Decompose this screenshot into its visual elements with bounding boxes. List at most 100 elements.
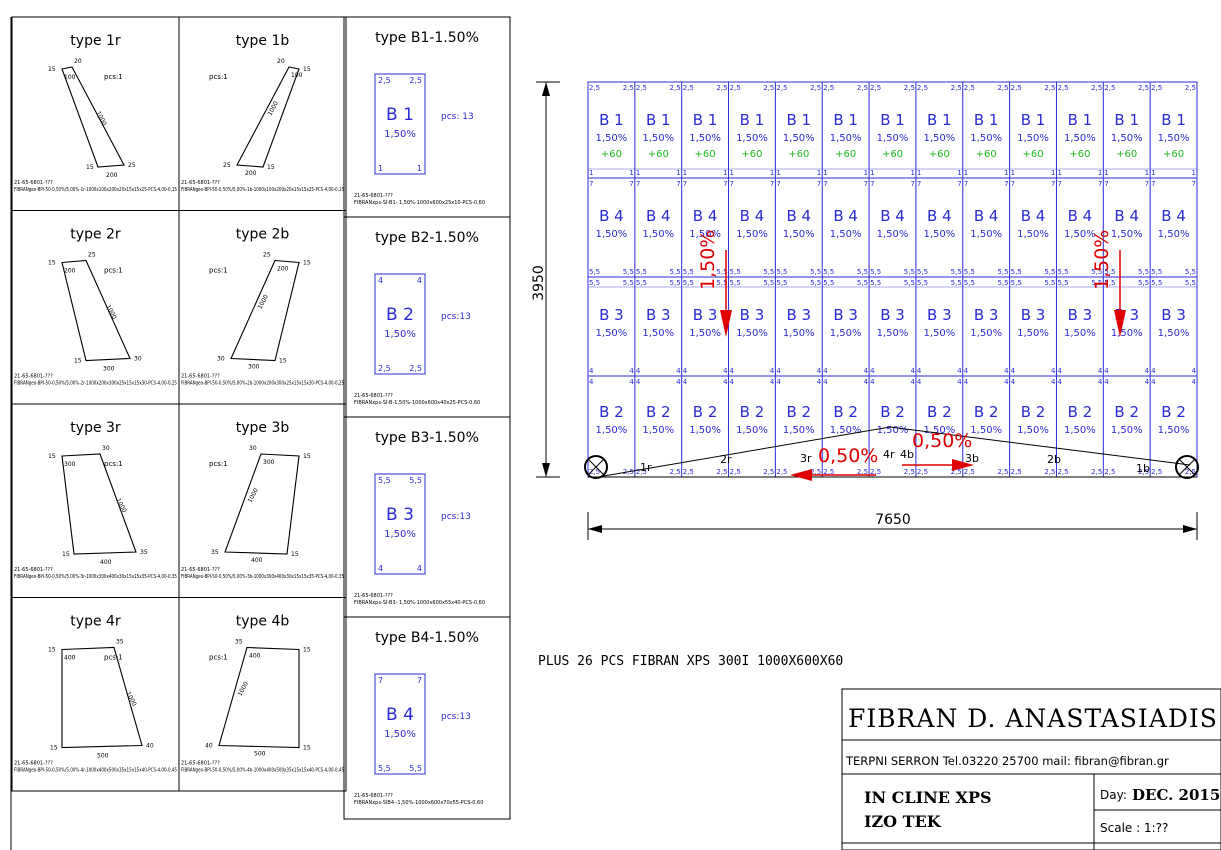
plan-board-B3: 5,5 5,5 4 4 B 3 1,50% — [636, 279, 681, 375]
drain-outer-circle — [584, 455, 608, 479]
height-dimension-value: 3950 — [531, 265, 547, 301]
plan-board-B2: 4 42,5 2,5B 21,50% — [589, 378, 634, 476]
plan-board-corner-bottom-left: 5,5 — [683, 268, 694, 276]
dim-top-right: 15 — [303, 453, 311, 460]
plan-board-name: B 2 — [833, 403, 858, 421]
plan-board-corner-top-left: 5,5 — [870, 279, 881, 287]
plan-board-name: B 3 — [787, 306, 812, 324]
plan-board-name: B 3 — [880, 306, 905, 324]
plan-board-corner-bottom-right: 4 — [629, 367, 634, 375]
plan-board-slope: 1,50% — [1111, 425, 1143, 436]
plan-board-corner-bottom-right: 4 — [723, 367, 728, 375]
plan-board-corner-bottom-left: 5,5 — [1011, 268, 1022, 276]
wedge-type-label-3r: 3r — [800, 452, 812, 465]
plan-board-B2: 4 42,5 2,5B 21,50% — [1151, 378, 1196, 476]
plan-board-corner-bottom-right: 4 — [1145, 367, 1150, 375]
plus-pieces-note: PLUS 26 PCS FIBRAN XPS 300I 1000X600X60 — [538, 654, 843, 669]
pcs-label: pcs:1 — [209, 654, 228, 662]
plan-board-corner-bottom-right: 5,5 — [810, 268, 821, 276]
dim-bottom-width: 200 — [106, 172, 118, 179]
plan-board-B2: 4 42,5 2,5B 21,50% — [1057, 378, 1102, 476]
plan-board-extra-thickness: +60 — [601, 149, 622, 160]
product-code-line-2: FIBRANgeo-BPI-50-0,50%/5,00%-3b-1000x300… — [181, 574, 344, 580]
b-type-cell-B4: type B4-1.50% 7 7 5,5 5,5 B 4 1,50% pcs:13 21-65… — [343, 616, 511, 820]
type-cell-title: type 2b — [236, 227, 290, 243]
plan-board-B4: 7 7 5,5 5,5 B 4 1,50% — [1151, 180, 1196, 276]
plan-board-corner-top-right: 4 — [864, 378, 869, 386]
dim-top-width: 400 — [64, 655, 76, 662]
plan-board-corner-top-right: 2,5 — [1044, 84, 1055, 92]
wedge-type-label-2r: 2r — [720, 453, 732, 466]
plan-board-slope: 1,50% — [1111, 229, 1143, 240]
plan-board-slope: 1,50% — [970, 328, 1002, 339]
type-cell-title: type 2r — [70, 227, 121, 243]
type-cell-type-4r: type 4r 15 400 35 1000 15 500 40 pcs:1 21-65-6801… — [11, 597, 180, 792]
pcs-label: pcs:1 — [209, 267, 228, 275]
plan-board-corner-bottom-left: 4 — [823, 367, 828, 375]
plan-board-B1: 2,5 2,5 1 1 B 1 1,50% +60 — [1011, 84, 1056, 177]
plan-board-corner-bottom-right: 1 — [1051, 169, 1055, 177]
plan-board-corner-bottom-right: 2,5 — [997, 468, 1008, 476]
plan-board-corner-top-right: 4 — [723, 378, 728, 386]
plan-board-slope: 1,50% — [736, 133, 768, 144]
plan-board-corner-bottom-left: 2,5 — [1151, 468, 1162, 476]
plan-board-corner-top-right: 7 — [1192, 180, 1196, 188]
plan-board-corner-bottom-right: 5,5 — [951, 268, 962, 276]
plan-board-corner-bottom-left: 4 — [917, 367, 922, 375]
b-corner-top-left: 4 — [378, 276, 383, 285]
day-label: Day: — [1100, 788, 1127, 802]
trapezoid-shape — [218, 646, 300, 749]
b-board-slope: 1,50% — [384, 529, 416, 540]
height-dimension-arrow — [542, 82, 550, 96]
plan-board-name: B 4 — [599, 207, 624, 225]
plan-board-B4: 7 7 5,5 5,5 B 4 1,50% — [1104, 180, 1149, 276]
plan-board-corner-bottom-right: 2,5 — [810, 468, 821, 476]
plan-board-corner-top-left: 4 — [1151, 378, 1156, 386]
plan-board-extra-thickness: +60 — [788, 149, 809, 160]
dim-bottom-left: 35 — [211, 549, 219, 556]
product-code-line-2: FIBRANgeo-BPI-50-0,50%/5,00%-3r-1000x300… — [14, 574, 177, 580]
plan-board-B2: 4 42,5 2,5B 21,50% — [823, 378, 868, 476]
plan-board-corner-top-left: 5,5 — [589, 279, 600, 287]
plan-board-name: B 1 — [974, 111, 999, 129]
dim-bottom-right: 15 — [303, 745, 311, 752]
b-pcs-label: pcs:13 — [441, 512, 471, 522]
plan-board-corner-top-left: 5,5 — [1151, 279, 1162, 287]
pcs-label: pcs:1 — [209, 460, 228, 468]
plan-board-slope: 1,50% — [1064, 133, 1096, 144]
plan-board-corner-top-right: 4 — [1145, 378, 1150, 386]
plan-board-corner-top-right: 5,5 — [997, 279, 1008, 287]
dim-top-left: 15 — [48, 453, 56, 460]
plan-board-corner-bottom-left: 4 — [636, 367, 641, 375]
company-address: TERPNI SERRON Tel.03220 25700 mail: fibr… — [845, 754, 1169, 768]
dim-bottom-left: 25 — [223, 162, 231, 169]
plan-board-corner-bottom-right: 5,5 — [1091, 268, 1102, 276]
plan-board-name: B 2 — [927, 403, 952, 421]
plan-board-corner-top-right: 4 — [1192, 378, 1197, 386]
plan-board-name: B 1 — [646, 111, 671, 129]
plan-board-name: B 2 — [787, 403, 812, 421]
plan-board-name: B 3 — [693, 306, 718, 324]
slope-arrow-head — [790, 469, 812, 481]
slope-arrow-head — [720, 310, 732, 337]
plan-board-extra-thickness: +60 — [1163, 149, 1184, 160]
company-name: FIBRAN D. ANASTASIADIS S.A. — [848, 704, 1221, 733]
type-cell-type-1r: type 1r 15 100 20 1000 15 200 25 pcs:1 21-65-6801… — [11, 16, 180, 211]
plan-board-extra-thickness: +60 — [648, 149, 669, 160]
plan-board-corner-bottom-left: 2,5 — [1104, 468, 1115, 476]
dim-top-width: 300 — [263, 459, 275, 466]
product-code-line-1: 21-65-6801-??? — [14, 374, 53, 380]
slope-vertical-label: 1,50% — [1091, 230, 1113, 290]
dim-bottom-width: 300 — [248, 364, 260, 371]
plan-board-name: B 3 — [1068, 306, 1093, 324]
plan-board-corner-bottom-right: 5,5 — [1185, 268, 1196, 276]
plan-board-B4: 7 7 5,5 5,5 B 4 1,50% — [730, 180, 775, 276]
plan-board-corner-top-right: 5,5 — [1091, 279, 1102, 287]
trapezoid-shape — [236, 66, 300, 168]
plan-board-corner-bottom-left: 4 — [776, 367, 781, 375]
plan-board-corner-top-left: 2,5 — [730, 84, 741, 92]
plan-board-corner-bottom-right: 1 — [723, 169, 727, 177]
plan-board-B1: 2,5 2,5 1 1 B 1 1,50% +60 — [870, 84, 915, 177]
plan-board-corner-top-left: 5,5 — [1104, 279, 1115, 287]
